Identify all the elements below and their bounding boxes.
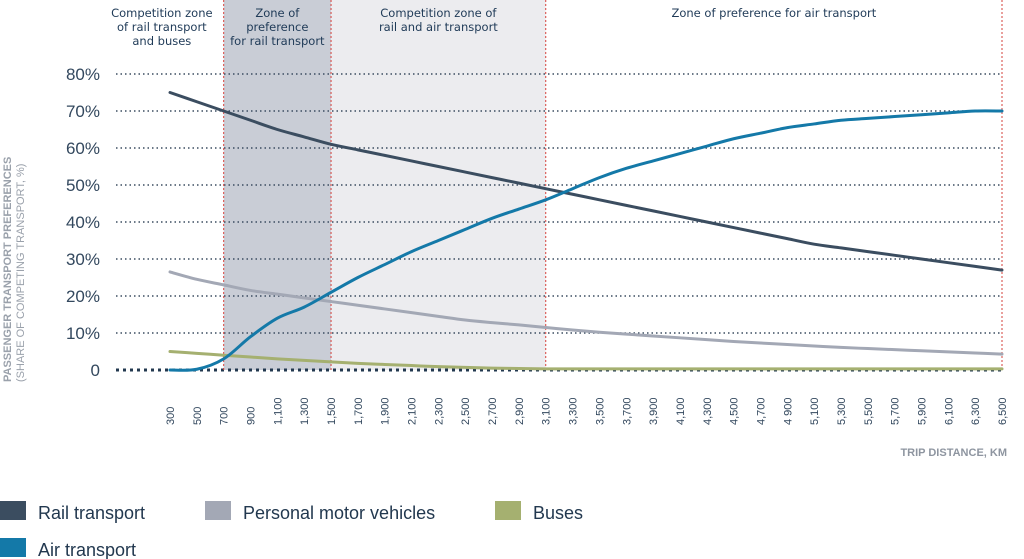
x-tick-label: 1,300: [299, 397, 311, 425]
zone-label-line: for rail transport: [230, 34, 325, 48]
x-tick-label: 6,300: [970, 397, 982, 425]
zone-label-line: of rail transport: [117, 20, 207, 34]
y-tick-label: 40%: [66, 213, 100, 232]
y-axis-title: PASSENGER TRANSPORT PREFERENCES (SHARE O…: [2, 157, 27, 382]
x-tick-label: 1,900: [380, 397, 392, 425]
x-tick-label: 1,500: [326, 397, 338, 425]
series-line-3: [168, 109, 1004, 372]
x-tick-label: 700: [219, 407, 231, 425]
x-tick-label: 1,100: [272, 397, 284, 425]
y-axis-label: PASSENGER TRANSPORT PREFERENCES: [2, 157, 14, 382]
zone-shade-1: [223, 0, 332, 370]
x-tick-label: 6,100: [943, 397, 955, 425]
y-tick-label: 60%: [66, 139, 100, 158]
zone-label-line: and buses: [132, 34, 191, 48]
legend-label: Personal motor vehicles: [243, 503, 435, 523]
x-tick-label: 5,900: [916, 397, 928, 425]
zone-boundaries: [223, 0, 1003, 370]
series-line-0: [168, 91, 1004, 272]
legend-swatch: [495, 501, 521, 520]
zone-label-line: Zone of preference for air transport: [671, 6, 876, 20]
x-tick-label: 3,500: [594, 397, 606, 425]
x-tick-label: 500: [192, 407, 204, 425]
y-tick-label: 30%: [66, 250, 100, 269]
legend-label: Rail transport: [38, 503, 145, 523]
x-tick-label: 5,100: [809, 397, 821, 425]
legend-swatch: [0, 538, 26, 557]
x-tick-label: 900: [246, 407, 258, 425]
zone-backgrounds: [223, 0, 546, 370]
x-tick-label: 4,300: [702, 397, 714, 425]
x-tick-label: 2,700: [487, 397, 499, 425]
x-tick-label: 2,300: [433, 397, 445, 425]
zone-labels: Competition zone of rail transport and bus…: [111, 6, 877, 48]
legend: Rail transport Personal motor vehicles Bus…: [0, 501, 583, 559]
x-tick-label: 5,300: [836, 397, 848, 425]
y-axis-ticks: 0 10% 20% 30% 40% 50% 60% 70% 80%: [66, 65, 100, 380]
x-tick-label: 2,100: [407, 397, 419, 425]
x-tick-label: 5,700: [890, 397, 902, 425]
legend-swatch: [0, 501, 26, 520]
x-tick-label: 1,700: [353, 397, 365, 425]
y-axis-sublabel: (SHARE OF COMPETING TRANSPORT, %): [15, 164, 27, 382]
x-tick-label: 4,100: [675, 397, 687, 425]
x-tick-label: 3,900: [648, 397, 660, 425]
zone-label-3: Zone of preference for air transport: [671, 6, 876, 20]
zone-label-line: Zone of: [255, 6, 300, 20]
series-lines: [168, 91, 1004, 372]
legend-label: Buses: [533, 503, 583, 523]
x-tick-label: 4,500: [729, 397, 741, 425]
y-tick-label: 10%: [66, 324, 100, 343]
x-tick-label: 6,500: [997, 397, 1009, 425]
x-tick-label: 3,700: [621, 397, 633, 425]
zone-label-0: Competition zone of rail transport and bus…: [111, 6, 212, 48]
y-tick-label: 50%: [66, 176, 100, 195]
zone-label-line: Competition zone: [111, 6, 212, 20]
x-tick-label: 3,100: [541, 397, 553, 425]
x-tick-label: 3,300: [568, 397, 580, 425]
y-tick-label: 20%: [66, 287, 100, 306]
legend-label: Air transport: [38, 540, 136, 559]
x-tick-label: 2,900: [514, 397, 526, 425]
zone-label-line: preference: [246, 20, 308, 34]
x-tick-label: 5,500: [863, 397, 875, 425]
zone-label-line: rail and air transport: [379, 20, 498, 34]
zone-label-1: Zone of preference for rail transport: [230, 6, 325, 48]
x-axis-ticks: 300 500 700 900 1,100 1,300 1,500 1,700 1,900 2,1…: [165, 397, 1009, 425]
x-axis-label: TRIP DISTANCE, KM: [900, 447, 1007, 459]
series-line-2: [168, 350, 1004, 371]
x-tick-label: 2,500: [460, 397, 472, 425]
legend-swatch: [205, 501, 231, 520]
x-tick-label: 4 900: [782, 397, 794, 425]
y-tick-label: 0: [91, 361, 100, 380]
y-tick-label: 80%: [66, 65, 100, 84]
zone-label-2: Competition zone of rail and air transpor…: [379, 6, 498, 34]
zone-shade-2: [331, 0, 546, 370]
x-tick-label: 4,700: [755, 397, 767, 425]
x-tick-label: 300: [165, 407, 177, 425]
series-line-1: [168, 270, 1004, 356]
zone-label-line: Competition zone of: [380, 6, 497, 20]
y-tick-label: 70%: [66, 102, 100, 121]
